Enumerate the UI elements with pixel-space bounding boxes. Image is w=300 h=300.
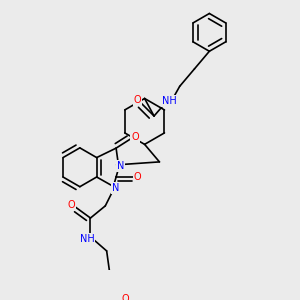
Text: NH: NH [80, 234, 94, 244]
Text: N: N [117, 161, 124, 171]
Text: O: O [68, 200, 75, 209]
Text: O: O [122, 294, 129, 300]
Text: O: O [134, 172, 142, 182]
Text: O: O [131, 132, 139, 142]
Text: N: N [112, 183, 119, 193]
Text: NH: NH [161, 96, 176, 106]
Text: O: O [134, 95, 141, 105]
